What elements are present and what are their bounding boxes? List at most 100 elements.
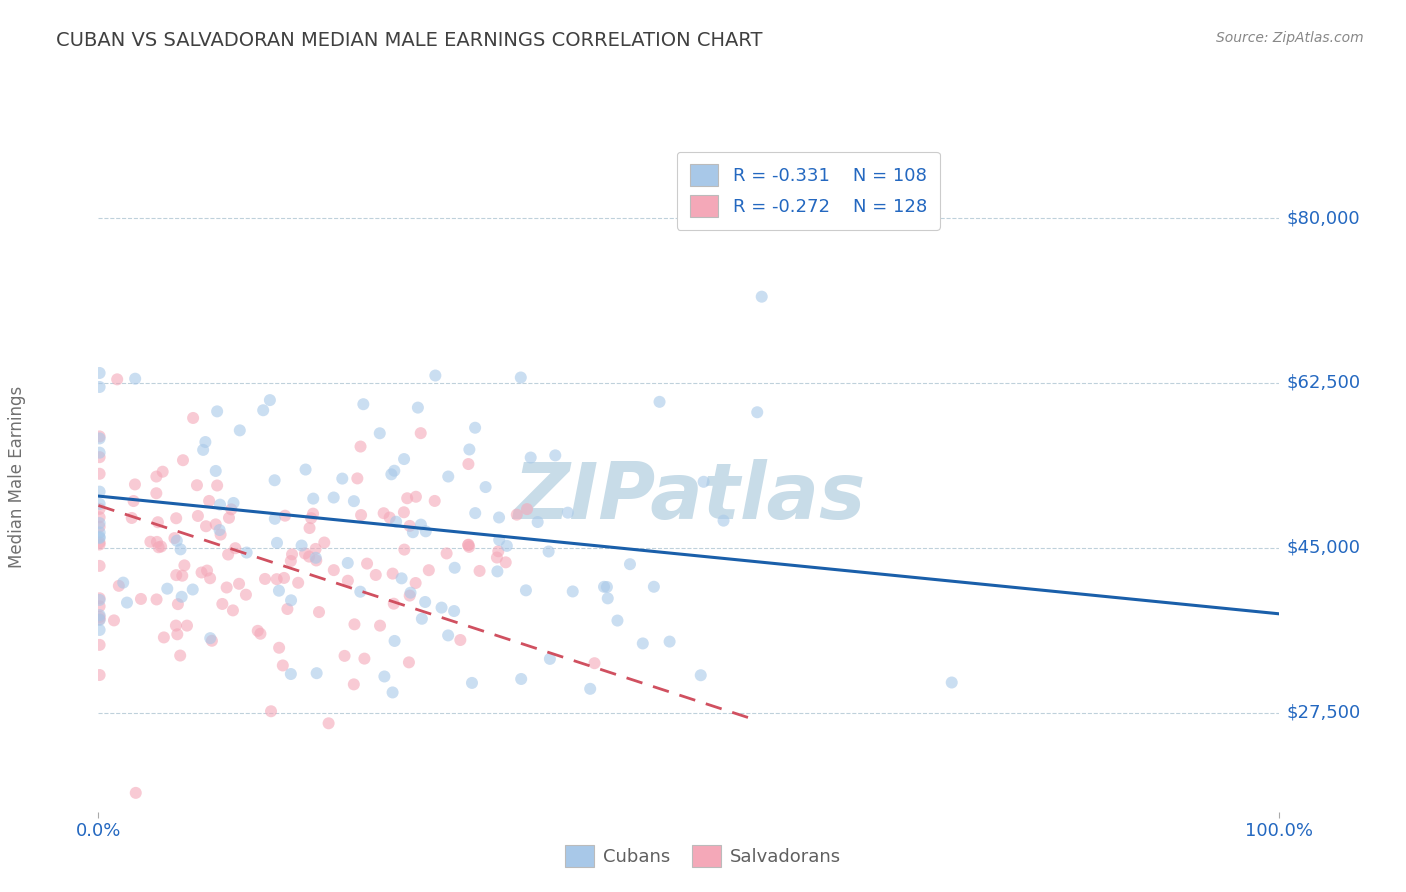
Point — [169, 542, 191, 557]
Point — [437, 628, 460, 642]
Point — [263, 512, 285, 526]
Point — [166, 627, 188, 641]
Point — [437, 469, 460, 483]
Point — [302, 491, 325, 506]
Point — [751, 290, 773, 304]
Point — [305, 550, 328, 565]
Point — [458, 540, 481, 554]
Point — [287, 575, 309, 590]
Point — [146, 535, 169, 549]
Point — [172, 453, 194, 467]
Point — [218, 511, 240, 525]
Point — [461, 676, 484, 690]
Point — [402, 525, 425, 540]
Point — [457, 538, 479, 552]
Point — [495, 539, 517, 553]
Point — [235, 545, 257, 559]
Point — [561, 584, 583, 599]
Point — [392, 452, 415, 467]
Point — [343, 677, 366, 691]
Point — [89, 516, 111, 530]
Point — [165, 568, 187, 582]
Point — [318, 716, 340, 731]
Text: $62,500: $62,500 — [1286, 374, 1361, 392]
Point — [200, 631, 222, 645]
Point — [308, 605, 330, 619]
Point — [181, 582, 204, 597]
Point — [373, 669, 395, 683]
Point — [384, 634, 406, 648]
Point — [145, 592, 167, 607]
Point — [298, 521, 321, 535]
Point — [165, 618, 187, 632]
Point — [259, 393, 281, 408]
Point — [89, 537, 111, 551]
Point — [457, 457, 479, 471]
Point — [689, 668, 711, 682]
Point — [173, 558, 195, 573]
Point — [89, 525, 111, 540]
Point — [89, 608, 111, 623]
Point — [336, 556, 359, 570]
Point — [176, 618, 198, 632]
Point — [89, 445, 111, 459]
Point — [89, 535, 111, 549]
Point — [406, 401, 429, 415]
Point — [405, 490, 427, 504]
Point — [399, 585, 422, 599]
Point — [302, 507, 325, 521]
Point — [488, 533, 510, 547]
Point — [271, 658, 294, 673]
Point — [294, 546, 316, 560]
Point — [209, 527, 232, 541]
Point — [643, 580, 665, 594]
Point — [181, 411, 204, 425]
Point — [398, 656, 420, 670]
Point — [89, 497, 111, 511]
Point — [172, 568, 194, 582]
Point — [596, 591, 619, 606]
Point — [165, 511, 187, 525]
Point — [124, 477, 146, 491]
Point — [392, 505, 415, 519]
Point — [364, 568, 387, 582]
Point — [658, 634, 681, 648]
Point — [187, 508, 209, 523]
Point — [139, 534, 162, 549]
Point — [579, 681, 602, 696]
Point — [253, 572, 276, 586]
Point — [260, 704, 283, 718]
Point — [443, 561, 465, 575]
Point — [195, 564, 218, 578]
Point — [314, 535, 336, 549]
Point — [304, 541, 326, 556]
Point — [273, 571, 295, 585]
Point — [89, 530, 111, 544]
Point — [415, 524, 437, 539]
Point — [269, 640, 291, 655]
Point — [526, 515, 548, 529]
Point — [89, 380, 111, 394]
Point — [596, 580, 619, 594]
Legend: R = -0.331    N = 108, R = -0.272    N = 128: R = -0.331 N = 108, R = -0.272 N = 128 — [676, 152, 939, 230]
Text: ZIPatlas: ZIPatlas — [513, 459, 865, 535]
Point — [486, 544, 509, 558]
Point — [495, 555, 517, 569]
Point — [89, 501, 111, 516]
Point — [648, 394, 671, 409]
Point — [343, 494, 366, 508]
Point — [474, 480, 496, 494]
Point — [190, 566, 212, 580]
Point — [89, 591, 111, 606]
Point — [557, 506, 579, 520]
Point — [373, 506, 395, 520]
Point — [266, 536, 288, 550]
Text: $80,000: $80,000 — [1286, 209, 1360, 227]
Point — [191, 442, 214, 457]
Point — [198, 571, 221, 585]
Point — [583, 656, 606, 670]
Point — [413, 595, 436, 609]
Point — [222, 603, 245, 617]
Point — [249, 626, 271, 640]
Point — [356, 557, 378, 571]
